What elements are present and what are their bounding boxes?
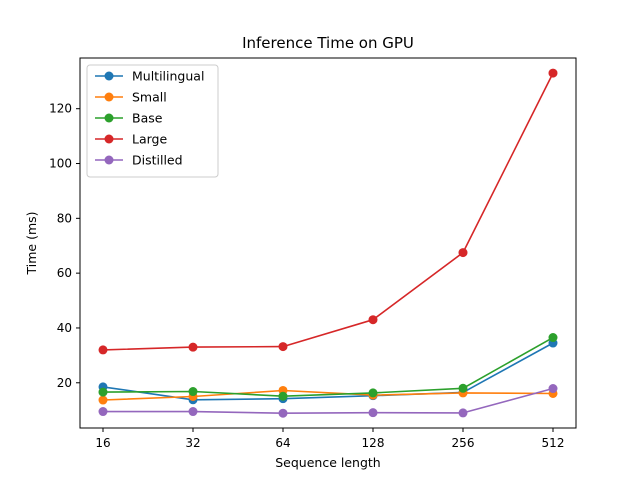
data-point-large [458,248,468,258]
legend-label-multilingual: Multilingual [132,69,204,84]
series-line-base [102,336,554,398]
data-point-distilled [98,407,108,417]
data-point-distilled [368,408,378,418]
legend-label-small: Small [132,90,167,105]
data-point-distilled [188,407,198,417]
legend-swatch-marker-base [104,113,114,123]
axes-frame [79,57,577,429]
data-point-large [548,68,558,78]
data-point-large [368,315,378,325]
series-line-distilled [103,387,554,415]
data-point-distilled [548,384,558,394]
y-axis-label: Time (ms) [24,211,39,275]
data-point-base [458,383,468,393]
legend-box [86,64,219,178]
data-point-large [98,345,108,355]
x-tick-label: 16 [95,436,110,450]
series-line-large [102,72,554,351]
x-tick-label: 32 [185,436,200,450]
x-tick-label: 256 [452,436,475,450]
y-tick-label: 20 [57,376,72,390]
y-axis: 20 40 60 80 100 120 [49,102,80,390]
data-point-distilled [458,408,468,418]
plot-area [98,68,558,418]
chart-title: Inference Time on GPU [242,34,414,52]
y-tick-label: 60 [57,266,72,280]
legend-swatch-marker-small [104,92,114,102]
data-point-base [278,391,288,401]
legend-label-large: Large [132,132,167,147]
x-tick-label: 64 [275,436,290,450]
legend-swatch-marker-multilingual [104,71,114,81]
x-axis-label: Sequence length [275,455,380,470]
data-point-base [188,387,198,397]
legend-swatch-marker-distilled [104,155,114,165]
y-tick-label: 80 [57,211,72,225]
data-point-small [98,395,108,405]
data-point-base [548,333,558,343]
y-tick-label: 100 [49,157,72,171]
legend: Multilingual Small Base Large Distilled [86,64,219,178]
x-tick-label: 128 [362,436,385,450]
data-point-distilled [278,408,288,418]
legend-swatch-marker-large [104,134,114,144]
data-point-base [368,388,378,398]
x-axis: 16 32 64 128 256 512 [95,428,564,450]
legend-label-distilled: Distilled [132,153,183,168]
x-tick-label: 512 [542,436,565,450]
legend-label-base: Base [132,111,163,126]
data-point-large [188,342,198,352]
data-point-large [278,342,288,352]
y-tick-label: 40 [57,321,72,335]
data-point-base [98,387,108,397]
y-tick-label: 120 [49,102,72,116]
series-line-small [102,389,554,401]
